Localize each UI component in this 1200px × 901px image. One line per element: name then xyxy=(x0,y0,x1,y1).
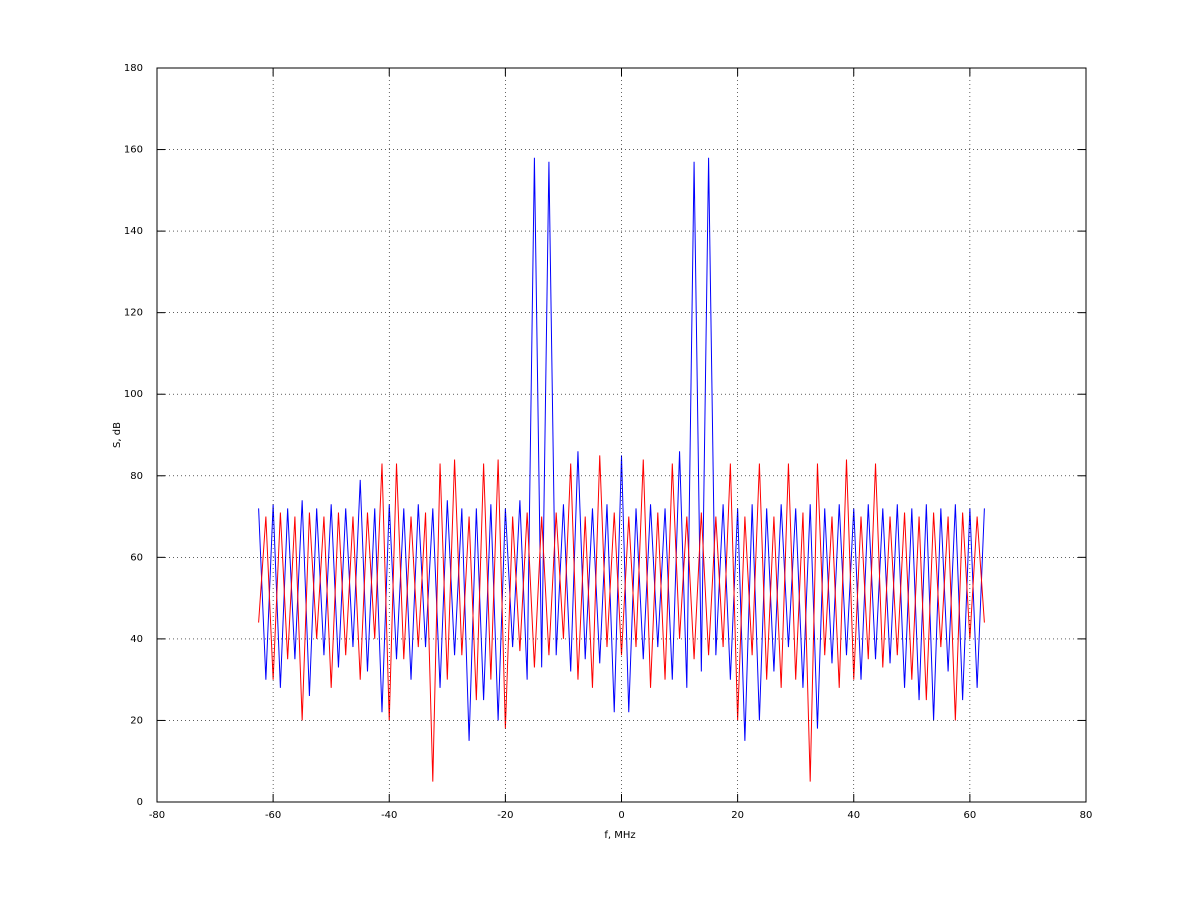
y-tick-label: 0 xyxy=(137,797,143,808)
x-tick-label: -80 xyxy=(149,810,165,821)
y-tick-label: 40 xyxy=(130,634,143,645)
x-tick-label: 20 xyxy=(731,810,744,821)
y-tick-label: 140 xyxy=(124,226,143,237)
series-line xyxy=(258,455,985,782)
series-line xyxy=(258,157,985,741)
x-axis-label: f, MHz xyxy=(604,830,635,841)
x-tick-label: -60 xyxy=(265,810,281,821)
y-tick-label: 160 xyxy=(124,145,143,156)
x-tick-label: -20 xyxy=(497,810,513,821)
x-tick-label: 40 xyxy=(847,810,860,821)
y-tick-label: 180 xyxy=(124,63,143,74)
y-tick-label: 20 xyxy=(130,715,143,726)
plot-area xyxy=(258,157,985,782)
y-axis-label: S, dB xyxy=(112,422,123,448)
y-tick-label: 100 xyxy=(124,389,143,400)
x-tick-label: 0 xyxy=(618,810,624,821)
x-tick-label: 60 xyxy=(964,810,977,821)
y-tick-label: 120 xyxy=(124,308,143,319)
y-tick-label: 80 xyxy=(130,471,143,482)
x-tick-label: 80 xyxy=(1080,810,1093,821)
y-tick-label: 60 xyxy=(130,552,143,563)
x-tick-label: -40 xyxy=(381,810,397,821)
